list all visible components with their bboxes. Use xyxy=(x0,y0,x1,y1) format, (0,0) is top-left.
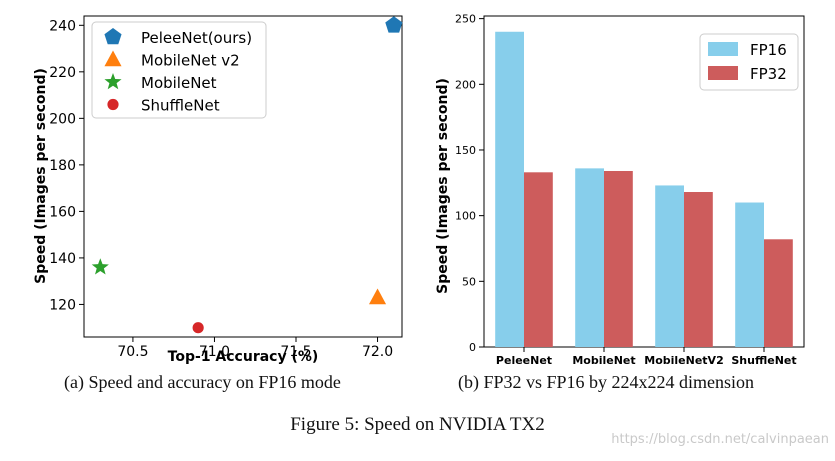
scatter-chart: 120 140 160 180 200 220 240 70.5 71.0 71.5 72.0 T… xyxy=(33,15,403,365)
bar-fp32 xyxy=(684,192,713,347)
scatter-x-axis-label: Top-1 Accuracy (%) xyxy=(168,349,319,365)
scatter-legend: PeleeNet(ours) MobileNet v2 MobileNet Shuff… xyxy=(91,21,267,119)
scatter-legend-label: MobileNet xyxy=(141,74,217,92)
scatter-legend-marker xyxy=(104,50,122,67)
bar-category-labels: PeleeNet MobileNet MobileNetV2 ShuffleNet xyxy=(496,347,797,367)
scatter-y-ticks: 120 140 160 180 200 220 240 xyxy=(49,18,84,313)
bar-y-tick-label: 150 xyxy=(455,144,476,157)
scatter-x-tick-label: 72.0 xyxy=(362,344,393,360)
scatter-legend-box xyxy=(91,21,267,119)
scatter-x-tick-label: 70.5 xyxy=(117,344,148,360)
scatter-legend-label: MobileNet v2 xyxy=(141,52,240,70)
bar-fp16 xyxy=(655,185,684,347)
bar-y-tick-label: 50 xyxy=(462,275,476,288)
scatter-x-ticks: 70.5 71.0 71.5 72.0 xyxy=(117,337,393,360)
bar-category-label: MobileNet xyxy=(572,354,635,367)
scatter-legend-label: PeleeNet(ours) xyxy=(141,29,252,47)
bar-fp32 xyxy=(764,239,793,347)
bar-legend-swatch xyxy=(708,42,738,56)
bar-y-tick-label: 200 xyxy=(455,78,476,91)
scatter-legend-marker xyxy=(107,98,119,111)
bar-fp32 xyxy=(524,172,553,347)
bar-legend-swatch xyxy=(708,66,738,80)
bar-series xyxy=(495,31,793,347)
bar-y-tick-label: 250 xyxy=(455,13,476,26)
scatter-legend-marker xyxy=(104,28,122,45)
watermark-text: https://blog.csdn.net/calvinpaean xyxy=(611,432,829,447)
scatter-legend-marker xyxy=(104,73,122,90)
bar-fp16 xyxy=(495,31,524,347)
bar-y-axis-label: Speed (Images per second) xyxy=(435,78,451,294)
bar-category-label: MobileNetV2 xyxy=(644,354,723,367)
scatter-y-tick-label: 140 xyxy=(49,251,76,267)
scatter-y-tick-label: 220 xyxy=(49,65,76,81)
bar-y-tick-label: 100 xyxy=(455,210,476,223)
scatter-y-tick-label: 200 xyxy=(49,111,76,127)
scatter-y-tick-label: 180 xyxy=(49,158,76,174)
scatter-point-star xyxy=(91,258,109,275)
bar-legend-label: FP16 xyxy=(750,41,787,59)
scatter-x-tick-label: 71.0 xyxy=(199,344,230,360)
scatter-y-tick-label: 120 xyxy=(49,297,76,313)
scatter-points xyxy=(91,16,403,334)
scatter-y-tick-label: 160 xyxy=(49,204,76,220)
bar-chart: 0 50 100 150 200 250 PeleeNet MobileNet MobileN… xyxy=(435,13,805,367)
bar-category-label: ShuffleNet xyxy=(731,354,796,367)
scatter-point-pentagon xyxy=(385,16,403,33)
bar-legend: FP16 FP32 xyxy=(699,33,799,91)
bar-fp32 xyxy=(604,170,633,347)
scatter-y-tick-label: 240 xyxy=(49,18,76,34)
bar-y-ticks: 0 50 100 150 200 250 xyxy=(455,13,484,354)
scatter-y-axis-label: Speed (Images per second) xyxy=(33,68,49,284)
scatter-point-circle xyxy=(192,322,204,334)
caption-b: (b) FP32 vs FP16 by 224x224 dimension xyxy=(458,372,755,392)
caption-a: (a) Speed and accuracy on FP16 mode xyxy=(64,372,341,392)
figure-caption: Figure 5: Speed on NVIDIA TX2 xyxy=(290,414,545,435)
bar-legend-label: FP32 xyxy=(750,65,787,83)
bar-fp16 xyxy=(575,168,604,347)
scatter-point-triangle xyxy=(368,288,387,305)
bar-y-tick-label: 0 xyxy=(469,341,476,354)
bar-fp16 xyxy=(735,202,764,347)
scatter-x-tick-label: 71.5 xyxy=(280,344,311,360)
bar-category-label: PeleeNet xyxy=(496,354,552,367)
scatter-legend-label: ShuffleNet xyxy=(141,97,220,115)
